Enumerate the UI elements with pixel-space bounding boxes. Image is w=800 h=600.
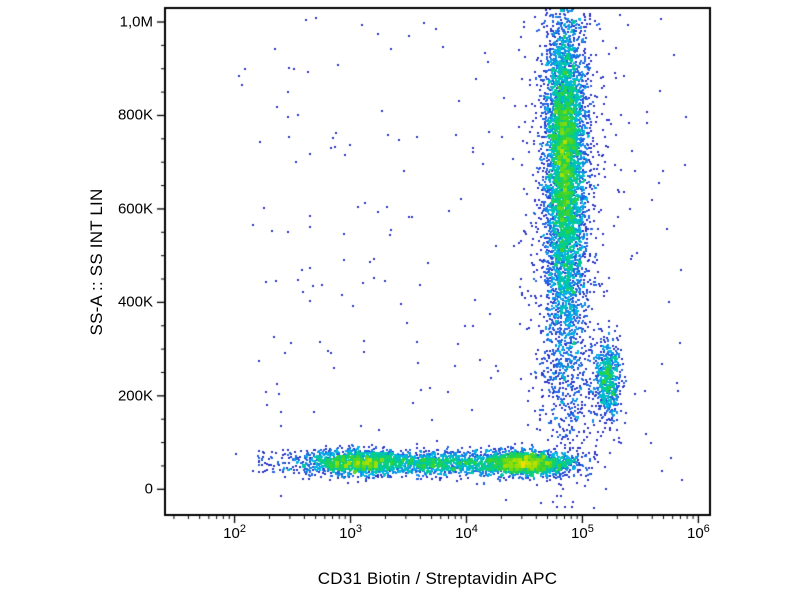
y-axis-title: SS-A :: SS INT LIN	[87, 188, 106, 336]
x-axis-title: CD31 Biotin / Streptavidin APC	[317, 569, 558, 588]
